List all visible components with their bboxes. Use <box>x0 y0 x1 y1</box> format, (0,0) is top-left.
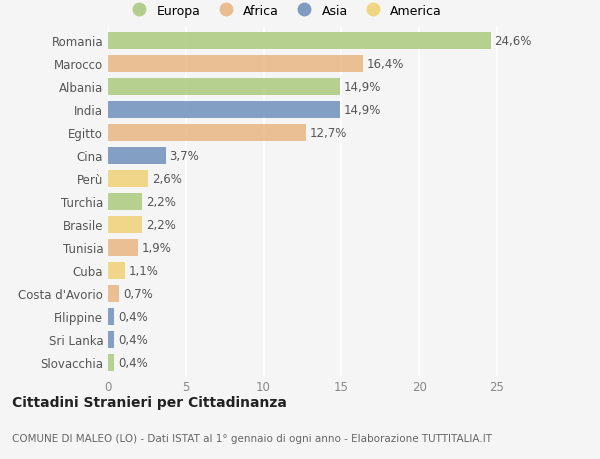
Text: 12,7%: 12,7% <box>310 127 347 140</box>
Text: 14,9%: 14,9% <box>344 81 381 94</box>
Bar <box>108 331 114 348</box>
Bar <box>108 240 137 256</box>
Text: 16,4%: 16,4% <box>367 58 404 71</box>
Bar <box>108 354 114 371</box>
Bar <box>108 102 340 118</box>
Text: 2,6%: 2,6% <box>152 173 182 185</box>
Bar <box>108 217 142 233</box>
Bar <box>108 263 125 279</box>
Bar <box>108 33 491 50</box>
Text: 1,9%: 1,9% <box>142 241 172 254</box>
Bar <box>108 308 114 325</box>
Legend: Europa, Africa, Asia, America: Europa, Africa, Asia, America <box>127 5 442 18</box>
Text: 2,2%: 2,2% <box>146 196 176 208</box>
Text: 2,2%: 2,2% <box>146 218 176 231</box>
Text: 0,4%: 0,4% <box>118 310 148 323</box>
Text: 3,7%: 3,7% <box>169 150 199 162</box>
Bar <box>108 56 363 73</box>
Bar <box>108 194 142 210</box>
Text: 24,6%: 24,6% <box>494 35 532 48</box>
Text: Cittadini Stranieri per Cittadinanza: Cittadini Stranieri per Cittadinanza <box>12 395 287 409</box>
Text: 1,1%: 1,1% <box>129 264 159 277</box>
Bar <box>108 79 340 95</box>
Bar <box>108 171 148 187</box>
Text: 0,7%: 0,7% <box>123 287 152 300</box>
Bar <box>108 148 166 164</box>
Text: COMUNE DI MALEO (LO) - Dati ISTAT al 1° gennaio di ogni anno - Elaborazione TUTT: COMUNE DI MALEO (LO) - Dati ISTAT al 1° … <box>12 433 492 442</box>
Text: 0,4%: 0,4% <box>118 333 148 346</box>
Text: 0,4%: 0,4% <box>118 356 148 369</box>
Bar <box>108 125 305 141</box>
Text: 14,9%: 14,9% <box>344 104 381 117</box>
Bar <box>108 285 119 302</box>
